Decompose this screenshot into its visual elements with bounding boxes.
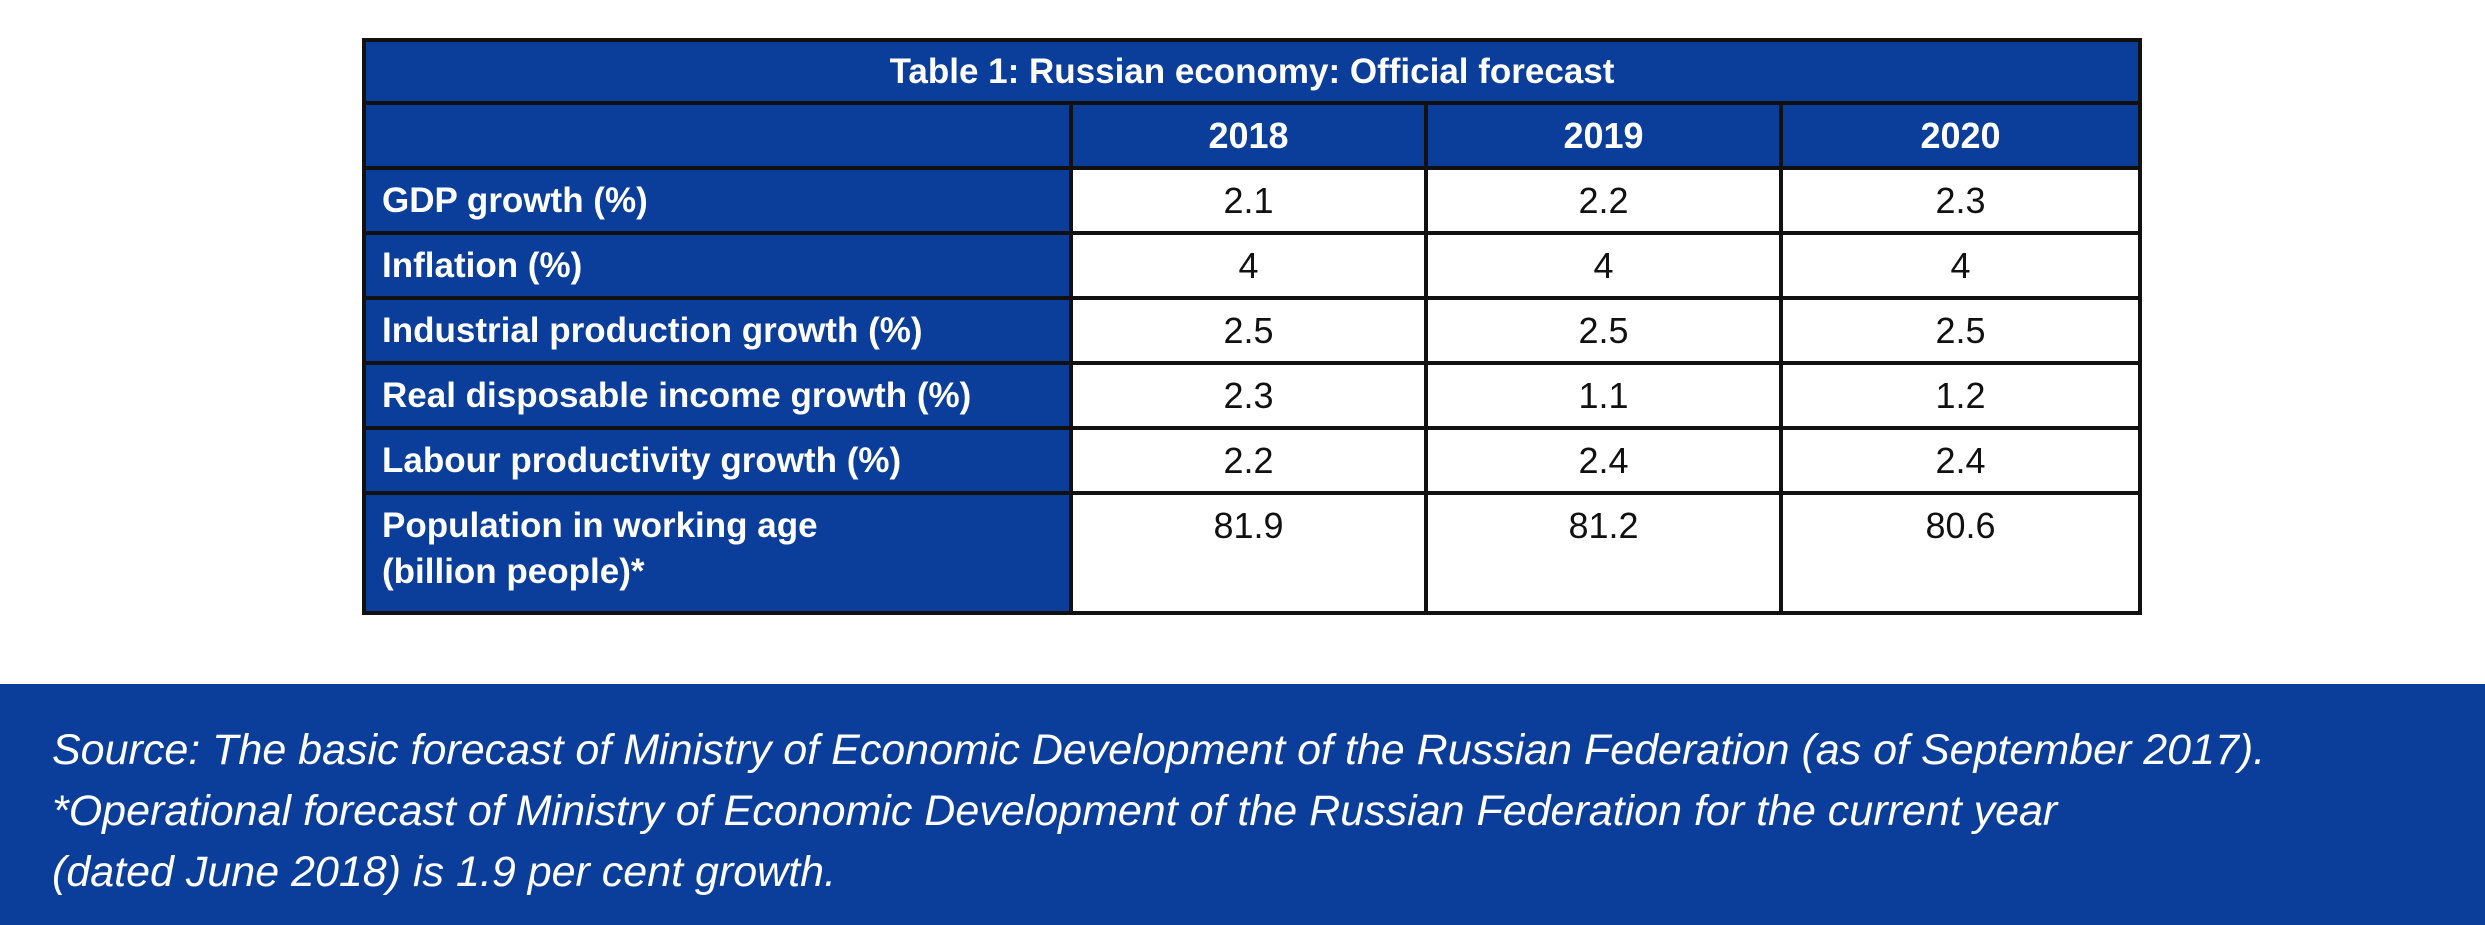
table-cell: 2.2 [1069, 426, 1428, 495]
row-label-gdp-growth: GDP growth (%) [362, 166, 1073, 235]
footer-note-line-1: *Operational forecast of Ministry of Eco… [52, 787, 2058, 835]
table-cell: 2.3 [1778, 166, 2143, 235]
table-row: GDP growth (%) 2.1 2.2 2.3 [362, 166, 2143, 235]
footer-text: Source: The basic forecast of Ministry o… [52, 720, 2265, 903]
table-cell: 2.4 [1424, 426, 1783, 495]
table-cell: 4 [1069, 231, 1428, 300]
header-blank-cell [362, 101, 1073, 170]
table-row: Labour productivity growth (%) 2.2 2.4 2… [362, 426, 2143, 495]
table-cell: 2.5 [1778, 296, 2143, 365]
forecast-table: Table 1: Russian economy: Official forec… [361, 38, 2143, 615]
row-label-population-working-age: Population in working age (billion peopl… [362, 491, 1073, 615]
table-row: Inflation (%) 4 4 4 [362, 231, 2143, 300]
table-row: Industrial production growth (%) 2.5 2.5… [362, 296, 2143, 365]
forecast-table-container: Table 1: Russian economy: Official forec… [361, 38, 2143, 615]
table-row: Population in working age (billion peopl… [362, 491, 2143, 615]
table-cell: 2.1 [1069, 166, 1428, 235]
table-cell: 2.3 [1069, 361, 1428, 430]
column-header-2020: 2020 [1778, 101, 2143, 170]
table-cell: 2.5 [1069, 296, 1428, 365]
column-header-2019: 2019 [1424, 101, 1783, 170]
table-cell: 2.4 [1778, 426, 2143, 495]
column-header-2018: 2018 [1069, 101, 1428, 170]
table-row: Real disposable income growth (%) 2.3 1.… [362, 361, 2143, 430]
row-label-labour-productivity: Labour productivity growth (%) [362, 426, 1073, 495]
table-cell: 80.6 [1778, 491, 2143, 615]
footer-source-line: Source: The basic forecast of Ministry o… [52, 726, 2266, 774]
footer-note-line-2: (dated June 2018) is 1.9 per cent growth… [52, 848, 837, 896]
table-cell: 1.1 [1424, 361, 1783, 430]
row-label-industrial-production: Industrial production growth (%) [362, 296, 1073, 365]
table-cell: 81.9 [1069, 491, 1428, 615]
table-cell: 4 [1424, 231, 1783, 300]
table-cell: 2.2 [1424, 166, 1783, 235]
source-footer: Source: The basic forecast of Ministry o… [0, 684, 2485, 925]
table-cell: 2.5 [1424, 296, 1783, 365]
row-label-line-2: (billion people)* [382, 551, 645, 591]
row-label-inflation: Inflation (%) [362, 231, 1073, 300]
row-label-real-disposable-income: Real disposable income growth (%) [362, 361, 1073, 430]
table-title: Table 1: Russian economy: Official forec… [361, 38, 2143, 105]
row-label-line-1: Population in working age [382, 506, 818, 545]
table-caption-row: Table 1: Russian economy: Official forec… [361, 38, 2143, 105]
table-header-row: 2018 2019 2020 [362, 101, 2143, 170]
table-cell: 4 [1778, 231, 2143, 300]
table-cell: 81.2 [1424, 491, 1783, 615]
table-cell: 1.2 [1778, 361, 2143, 430]
